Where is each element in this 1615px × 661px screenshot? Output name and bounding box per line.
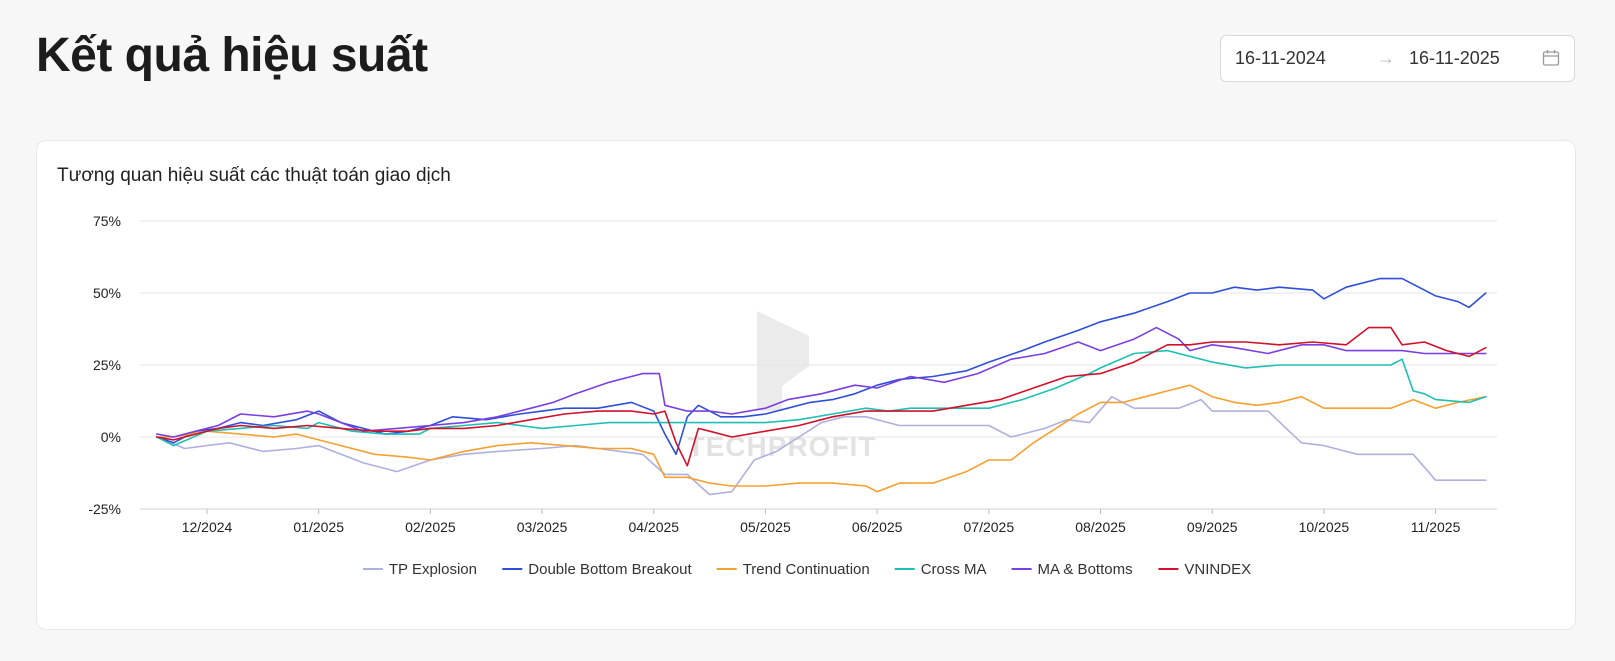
legend-item-ma-bottoms[interactable]: MA & Bottoms	[1011, 561, 1133, 578]
x-tick-label: 09/2025	[1187, 519, 1238, 535]
start-date-input[interactable]	[1235, 48, 1365, 69]
y-tick-label: 25%	[93, 357, 121, 373]
x-tick-label: 06/2025	[852, 519, 903, 535]
end-date-input[interactable]	[1409, 48, 1539, 69]
x-tick-label: 08/2025	[1075, 519, 1126, 535]
legend-label: Cross MA	[921, 561, 987, 578]
x-tick-label: 02/2025	[405, 519, 456, 535]
series-line-cross-ma[interactable]	[156, 349, 1487, 447]
x-tick-label: 01/2025	[293, 519, 344, 535]
chart-legend: TP Explosion Double Bottom Breakout Trend …	[362, 561, 1251, 578]
series-line-double-bottom-breakout[interactable]	[156, 277, 1487, 456]
legend-item-double-bottom-breakout[interactable]: Double Bottom Breakout	[502, 561, 693, 578]
x-tick-label: 03/2025	[517, 519, 568, 535]
techprofit-watermark: TECHPROFIT	[688, 311, 877, 462]
chart-gridlines	[140, 220, 1497, 510]
y-tick-label: 50%	[93, 285, 121, 301]
legend-item-tp-explosion[interactable]: TP Explosion	[362, 561, 477, 578]
legend-label: TP Explosion	[389, 561, 477, 578]
x-tick-label: 04/2025	[628, 519, 679, 535]
legend-label: Double Bottom Breakout	[528, 561, 692, 578]
x-tick-label: 07/2025	[964, 519, 1015, 535]
y-axis-ticks: 75% 50% 25% 0% -25%	[88, 213, 121, 517]
performance-chart-card: Tương quan hiệu suất các thuật toán giao…	[36, 140, 1576, 630]
x-tick-label: 05/2025	[740, 519, 791, 535]
x-axis-ticks: 12/2024 01/2025 02/2025 03/2025 04/2025 05/20…	[182, 509, 1461, 535]
calendar-icon[interactable]	[1542, 49, 1560, 67]
x-tick-label: 11/2025	[1411, 519, 1461, 535]
chart-title: Tương quan hiệu suất các thuật toán giao…	[57, 165, 451, 186]
watermark-text: TECHPROFIT	[688, 431, 877, 462]
page-title: Kết quả hiệu suất	[36, 29, 428, 82]
x-tick-label: 10/2025	[1299, 519, 1350, 535]
date-range-picker[interactable]: →	[1220, 35, 1575, 82]
y-tick-label: -25%	[88, 501, 121, 517]
y-tick-label: 75%	[93, 213, 121, 229]
series-line-vnindex[interactable]	[156, 326, 1487, 467]
legend-label: Trend Continuation	[743, 561, 870, 578]
series-line-tp-explosion[interactable]	[156, 395, 1487, 496]
chart-series	[156, 277, 1487, 496]
legend-item-trend-continuation[interactable]: Trend Continuation	[716, 561, 870, 578]
performance-line-chart: TECHPROFIT 75% 50% 25% 0% -25% 12/2024 01/202…	[88, 213, 1497, 578]
series-line-ma-bottoms[interactable]	[156, 326, 1487, 438]
x-tick-label: 12/2024	[182, 519, 233, 535]
arrow-right-icon: →	[1377, 48, 1395, 68]
techprofit-logo-icon	[757, 311, 809, 411]
legend-label: MA & Bottoms	[1038, 561, 1133, 578]
legend-label: VNINDEX	[1184, 561, 1251, 578]
series-line-trend-continuation[interactable]	[156, 384, 1487, 493]
legend-item-cross-ma[interactable]: Cross MA	[894, 561, 987, 578]
y-tick-label: 0%	[101, 429, 121, 445]
legend-item-vnindex[interactable]: VNINDEX	[1158, 561, 1251, 578]
